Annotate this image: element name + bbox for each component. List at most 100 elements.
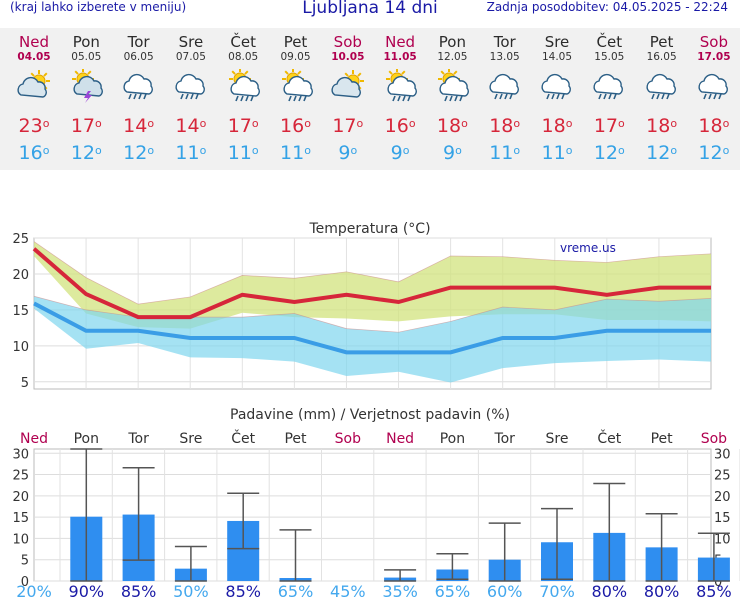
y-tick-right: 10 [714, 532, 731, 547]
day-date: 07.05 [175, 51, 206, 63]
sun-rain-icon [281, 68, 313, 102]
day-name: Pet [649, 33, 674, 51]
y-tick-left: 25 [12, 469, 29, 484]
probability-label: 50% [173, 582, 209, 600]
min-range-band [34, 296, 711, 383]
day-date: 08.05 [228, 51, 259, 63]
forecast-strip: Ned 04.05 23o 16o Pon 05.05 17o 12o Tor 06.05 14o 1… [0, 28, 740, 170]
probability-label: 85% [696, 582, 732, 600]
min-temp: 9o [338, 142, 358, 164]
max-temp: 17o [593, 115, 625, 137]
y-tick-left: 5 [21, 554, 29, 569]
y-tick-right: 15 [714, 511, 731, 526]
temperature-chart: Temperatura (°C) 5 10 15 20 25 vreme.us [12, 221, 712, 391]
min-temp: 11o [227, 142, 259, 164]
day-label: Tor [493, 431, 515, 447]
rain-cloud-icon [646, 73, 676, 100]
day-date: 06.05 [123, 51, 154, 63]
day-column: Čet 08.05 17o 11o [217, 28, 269, 164]
y-tick: 5 [21, 376, 29, 391]
y-tick: 25 [12, 232, 29, 247]
day-name: Pon [438, 33, 466, 51]
max-temp: 18o [489, 115, 521, 137]
day-column: Sre 14.05 18o 11o [531, 28, 583, 164]
max-temp: 14o [123, 115, 155, 137]
day-date: 13.05 [489, 51, 520, 63]
precipitation-chart: Padavine (mm) / Verjetnost padavin (%) 0 0… [12, 407, 740, 600]
day-name: Tor [493, 33, 516, 51]
y-tick-right: 25 [714, 469, 731, 484]
max-temp: 18o [698, 115, 730, 137]
thunderstorm-icon [72, 68, 104, 103]
day-column: Pon 05.05 17o 12o [60, 28, 112, 164]
day-column: Tor 13.05 18o 11o [479, 28, 531, 164]
rain-cloud-icon [175, 73, 205, 100]
day-label: Čet [231, 429, 255, 447]
min-temp: 12o [593, 142, 625, 164]
day-name: Pet [283, 33, 308, 51]
day-column: Sob 10.05 17o 9o [322, 28, 374, 165]
max-temp: 18o [646, 115, 678, 137]
min-temp: 11o [541, 142, 573, 164]
day-date: 14.05 [541, 51, 573, 63]
y-tick: 10 [12, 340, 29, 355]
min-temp-line [33, 301, 711, 355]
day-date: 11.05 [383, 51, 417, 63]
probability-label: 35% [382, 582, 418, 600]
rain-cloud-icon [489, 73, 519, 100]
page-title: Ljubljana 14 dni [302, 0, 438, 18]
y-tick-right: 20 [714, 490, 731, 505]
sun-cloud-icon [17, 70, 50, 98]
day-label: Sob [335, 431, 361, 447]
probability-label: 80% [592, 582, 628, 600]
min-temp: 16o [18, 142, 50, 164]
day-column: Sre 07.05 14o 11o [165, 28, 217, 164]
max-temp: 16o [384, 115, 416, 137]
day-column: Pet 16.05 18o 12o [636, 28, 688, 164]
day-label: Pet [284, 431, 307, 447]
y-tick-left: 10 [12, 532, 29, 547]
rain-cloud-icon [593, 73, 624, 100]
day-name: Ned [385, 33, 416, 51]
min-temp: 9o [390, 142, 410, 164]
max-temp-line [32, 247, 711, 320]
min-temp: 12o [123, 142, 155, 164]
day-column: Tor 06.05 14o 12o [113, 28, 165, 164]
day-date: 04.05 [17, 51, 51, 63]
y-tick-left: 0 [21, 575, 29, 590]
day-date: 09.05 [280, 51, 311, 63]
min-temp: 11o [280, 142, 311, 164]
max-temp: 18o [541, 115, 573, 137]
day-label: Pet [651, 431, 674, 447]
rain-cloud-icon [698, 73, 728, 100]
probability-label: 85% [225, 582, 261, 600]
day-column: Sob 17.05 18o 12o [688, 28, 740, 165]
sun-rain-icon [386, 68, 418, 102]
probability-label: 85% [121, 582, 157, 600]
sun-rain-icon [229, 68, 261, 102]
y-tick: 20 [12, 268, 29, 283]
probability-label: 60% [487, 582, 523, 600]
probability-label: 70% [539, 582, 575, 600]
day-date: 17.05 [697, 51, 731, 63]
day-date: 15.05 [594, 51, 625, 63]
day-label: Sre [546, 431, 569, 447]
day-column: Pon 12.05 18o 9o [426, 28, 478, 164]
probability-label: 65% [278, 582, 314, 600]
day-label: Čet [597, 429, 621, 447]
day-label: Ned [20, 431, 48, 447]
probability-label: 80% [644, 582, 680, 600]
min-temp: 11o [175, 142, 207, 164]
min-temp: 11o [489, 142, 521, 164]
max-temp: 17o [70, 115, 102, 137]
y-tick-left: 15 [12, 511, 29, 526]
temperature-title: Temperatura (°C) [308, 221, 430, 237]
day-label: Pon [74, 431, 99, 447]
day-name: Sob [699, 33, 728, 51]
sun-rain-icon [438, 68, 470, 102]
y-tick-right: 30 [714, 447, 731, 462]
max-temp: 17o [227, 115, 259, 137]
y-tick-right: 0 [714, 575, 722, 590]
day-name: Sob [333, 33, 362, 51]
day-name: Pon [72, 33, 100, 51]
